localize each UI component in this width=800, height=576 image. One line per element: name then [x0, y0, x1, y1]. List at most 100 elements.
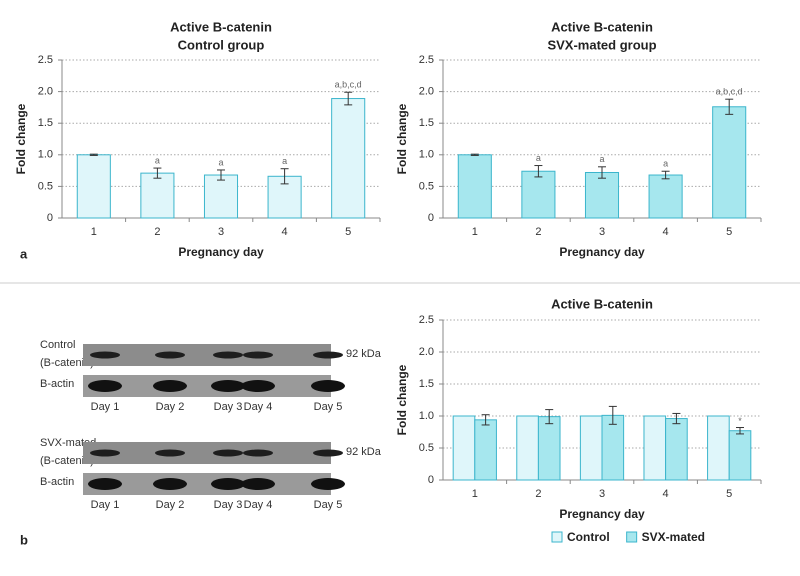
- x-tick-label: 4: [663, 226, 669, 238]
- y-tick-label: 1.5: [419, 378, 434, 390]
- y-tick-label: 2.0: [419, 346, 434, 358]
- y-tick-label: 1.5: [419, 117, 434, 129]
- x-tick-label: 4: [282, 226, 288, 238]
- y-tick-label: 2.5: [419, 54, 434, 66]
- bar: [457, 154, 492, 219]
- y-tick-label: 2.5: [38, 54, 53, 66]
- chart-subtitle: Control group: [178, 37, 265, 52]
- annotation: a,b,c,d: [716, 87, 743, 97]
- blot-band: [211, 380, 245, 392]
- error-bar: [89, 153, 98, 156]
- annotation: a: [663, 159, 668, 169]
- blot-label: (B-catenin): [40, 455, 94, 467]
- x-tick-label: 2: [535, 226, 541, 238]
- x-axis-title: Pregnancy day: [559, 507, 645, 521]
- error-bar: [153, 167, 162, 179]
- error-bar: [545, 409, 554, 425]
- x-tick-label: 5: [726, 226, 732, 238]
- blot-band: [88, 478, 122, 490]
- error-bar: [736, 427, 745, 435]
- x-tick-label: 1: [472, 488, 478, 500]
- bar: [452, 415, 476, 481]
- annotation: a: [155, 155, 160, 165]
- error-bar: [608, 405, 617, 425]
- blot-strip: [83, 473, 331, 495]
- y-tick-label: 1.0: [419, 410, 434, 422]
- blot-band: [243, 351, 273, 359]
- y-tick-label: 0: [47, 212, 53, 224]
- bar: [643, 415, 667, 481]
- x-tick-label: 2: [154, 226, 160, 238]
- x-tick-label: 5: [726, 488, 732, 500]
- blot-band: [88, 380, 122, 392]
- lane-label: Day 5: [314, 499, 343, 511]
- blot-band: [211, 478, 245, 490]
- blot-band: [243, 449, 273, 457]
- bar: [712, 106, 747, 219]
- y-tick-label: 0: [428, 212, 434, 224]
- error-bar: [534, 165, 543, 178]
- blot-label: B-actin: [40, 476, 74, 488]
- error-bar: [280, 168, 289, 185]
- blot-label: SVX-mated: [40, 437, 96, 449]
- blot-band: [153, 380, 187, 392]
- x-tick-label: 2: [535, 488, 541, 500]
- bar: [140, 172, 175, 219]
- lane-label: Day 4: [244, 499, 273, 511]
- y-axis-title: Fold change: [14, 103, 28, 174]
- error-bar: [344, 91, 353, 106]
- blot-band: [90, 351, 120, 359]
- blot-band: [213, 449, 243, 457]
- y-tick-label: 1.5: [38, 117, 53, 129]
- lane-label: Day 3: [214, 499, 243, 511]
- bar: [707, 415, 730, 481]
- panel-label: b: [20, 532, 28, 547]
- x-tick-label: 3: [599, 226, 605, 238]
- lane-label: Day 1: [91, 401, 120, 413]
- y-tick-label: 2.0: [419, 86, 434, 98]
- y-axis-title: Fold change: [395, 103, 409, 174]
- y-tick-label: 0.5: [419, 180, 434, 192]
- error-bar: [598, 166, 606, 179]
- annotation: a: [599, 154, 604, 164]
- x-axis-title: Pregnancy day: [178, 245, 264, 259]
- blot-band: [313, 449, 343, 457]
- x-tick-label: 4: [663, 488, 669, 500]
- y-tick-label: 0: [428, 474, 434, 486]
- x-axis-title: Pregnancy day: [559, 245, 645, 259]
- lane-label: Day 3: [214, 401, 243, 413]
- blot-band: [241, 478, 275, 490]
- legend-label: Control: [567, 530, 610, 544]
- bar: [521, 170, 556, 219]
- blot-band: [155, 449, 185, 457]
- blot-band: [90, 449, 120, 457]
- error-bar: [217, 169, 225, 181]
- error-bar: [470, 153, 479, 156]
- annotation: a,b,c,d: [335, 80, 362, 90]
- bar: [579, 415, 603, 481]
- blot-label: Control: [40, 339, 75, 351]
- blot-band: [213, 351, 243, 359]
- bar: [601, 414, 625, 481]
- lane-label: Day 5: [314, 401, 343, 413]
- blot-band: [313, 351, 343, 359]
- lane-label: Day 2: [156, 401, 185, 413]
- x-tick-label: 3: [599, 488, 605, 500]
- blot-band: [155, 351, 185, 359]
- blot-band: [311, 380, 345, 392]
- blot-band: [311, 478, 345, 490]
- bar: [648, 174, 683, 219]
- legend-label: SVX-mated: [642, 530, 705, 544]
- blot-strip: [83, 344, 331, 366]
- panel-label: a: [20, 246, 28, 261]
- bar: [474, 419, 497, 481]
- y-tick-label: 2.0: [38, 86, 53, 98]
- chart-title: Active B-catenin: [551, 296, 653, 311]
- blot-label: B-actin: [40, 378, 74, 390]
- blot-band: [241, 380, 275, 392]
- blot-strip: [83, 375, 331, 397]
- chart-title: Active B-catenin: [170, 19, 272, 34]
- blot-strip: [83, 442, 331, 464]
- bar: [76, 154, 111, 219]
- x-tick-label: 1: [472, 226, 478, 238]
